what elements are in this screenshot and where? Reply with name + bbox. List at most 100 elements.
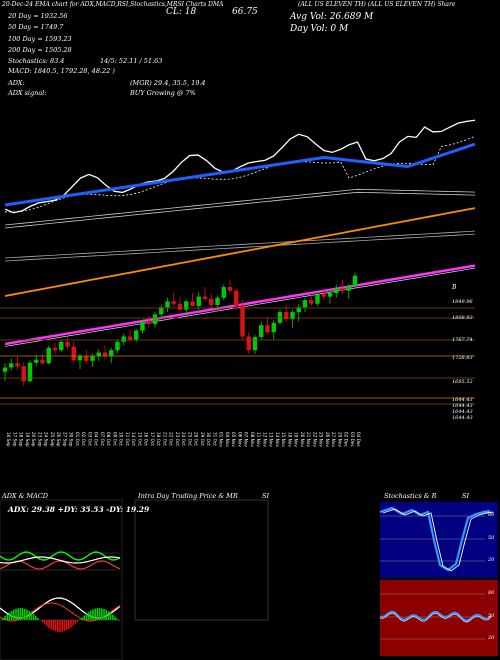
x-axis-label: 04 Oct bbox=[94, 432, 99, 446]
candle-body bbox=[277, 312, 283, 323]
price-axis-label: 1849.96 bbox=[452, 299, 473, 305]
price-level-lines bbox=[0, 307, 475, 405]
x-axis-label: 21 Oct bbox=[162, 432, 167, 446]
x-axis-label: 25 Sep bbox=[50, 432, 55, 447]
candle-body bbox=[246, 336, 251, 351]
candle-body bbox=[146, 321, 151, 324]
adx-panel-values: ADX: 29.38 +DY: 35.53 -DY: 19.29 bbox=[8, 505, 150, 514]
candle-body bbox=[352, 275, 358, 286]
x-axis-label: 21 Nov bbox=[306, 432, 311, 447]
macd-histogram-bar bbox=[107, 611, 110, 620]
ma200-line bbox=[4, 264, 476, 346]
candle-body bbox=[9, 363, 14, 368]
candle-body bbox=[315, 294, 320, 304]
macd-histogram-bar bbox=[72, 620, 74, 626]
candle-body bbox=[159, 307, 164, 315]
candle-body bbox=[152, 314, 158, 324]
buy-signal: BUY Growing @ 7% bbox=[130, 89, 196, 97]
price-axis-label: 1644.43 bbox=[452, 403, 473, 409]
macd-histogram-bar bbox=[92, 609, 94, 620]
macd-histogram-bar bbox=[103, 608, 105, 620]
adx-header-values: (MGR) 29.4, 35.5, 19.4 bbox=[130, 79, 206, 87]
x-axis-label: 26 Sep bbox=[56, 432, 61, 447]
x-axis-label: 16 Sep bbox=[6, 432, 11, 447]
macd-histogram-bar bbox=[15, 608, 17, 620]
x-axis-label: 16 Oct bbox=[144, 432, 149, 446]
price-axis-label: 1808.93 bbox=[452, 315, 473, 321]
close-label: CL: 18 bbox=[166, 7, 197, 17]
dma-100: 100 Day = 1593.23 bbox=[8, 35, 72, 43]
header-left-text: 20-Dec-24 EMA chart for ADX,MACD,RSI,Sto… bbox=[2, 1, 224, 8]
dma-20: 20 Day = 1932.56 bbox=[8, 12, 68, 20]
candle-body bbox=[327, 293, 333, 297]
candle-body bbox=[259, 325, 264, 338]
candle-body bbox=[346, 285, 351, 291]
day-volume: Day Vol: 0 M bbox=[290, 24, 349, 34]
x-axis-label: 30 Sep bbox=[69, 432, 74, 447]
macd-histogram-bar bbox=[32, 614, 35, 620]
candle-body bbox=[309, 300, 314, 304]
macd-histogram-bar bbox=[17, 608, 19, 620]
price-axis-label: 1644.43 bbox=[452, 409, 473, 415]
macd-histogram-bar bbox=[109, 612, 112, 620]
candle-body bbox=[215, 297, 220, 305]
x-axis-label: 03 Oct bbox=[87, 432, 92, 446]
candle-body bbox=[202, 296, 208, 299]
macd-histogram-bar bbox=[28, 610, 30, 620]
x-axis-label: 29 Oct bbox=[200, 432, 205, 446]
macd-histogram-bar bbox=[76, 620, 79, 622]
x-axis-label: 30 Oct bbox=[206, 432, 211, 446]
x-axis-labels: 16 Sep 17 Sep 18 Sep 19 Sep 20 Sep 23 Sep 24 S… bbox=[6, 432, 361, 447]
x-axis-label: 02 Oct bbox=[81, 432, 86, 446]
candle-body bbox=[190, 301, 195, 307]
candle-body bbox=[240, 306, 245, 337]
candle-body bbox=[40, 359, 45, 364]
macd-histogram-bar bbox=[68, 620, 70, 629]
adx-signal-label: ADX signal: bbox=[8, 89, 47, 97]
macd-histogram-bar bbox=[6, 614, 8, 620]
stoch-level-20: 20 bbox=[488, 557, 495, 563]
stochastics-value: Stochastics: 83.4 bbox=[8, 57, 65, 65]
rsi-line bbox=[379, 610, 492, 622]
x-axis-label: 20 Sep bbox=[31, 432, 36, 447]
price-axis-label: 1767.74 bbox=[452, 337, 473, 343]
x-axis-label: 11 Nov bbox=[256, 432, 261, 447]
x-axis-label: 07 Oct bbox=[100, 432, 105, 446]
x-axis-label: 25 Oct bbox=[187, 432, 192, 446]
x-axis-label: 06 Nov bbox=[237, 432, 242, 447]
x-axis-label: 23 Oct bbox=[175, 432, 180, 446]
x-axis-label: 29 Nov bbox=[337, 432, 342, 447]
x-axis-label: 26 Nov bbox=[325, 432, 330, 447]
adx-macd-panel bbox=[0, 499, 123, 660]
x-axis-label: 03 Dec bbox=[350, 432, 355, 447]
x-axis-label: 28 Oct bbox=[194, 432, 199, 446]
candle-body bbox=[15, 363, 20, 367]
stoch-panel-si: SI bbox=[462, 492, 470, 500]
ma50-line-a bbox=[4, 188, 476, 226]
x-axis-label: 22 Nov bbox=[312, 432, 317, 447]
candle-body bbox=[196, 296, 201, 307]
candle-body bbox=[209, 298, 214, 305]
macd-histogram-bar bbox=[61, 620, 63, 632]
price-axis-label: 1685.52 bbox=[452, 379, 473, 385]
candle-body bbox=[96, 352, 101, 357]
macd-histogram-bar bbox=[63, 620, 66, 632]
close-value: 66.75 bbox=[232, 7, 258, 17]
macd-histogram-bar bbox=[87, 611, 90, 620]
macd-histogram-bar bbox=[19, 608, 22, 620]
macd-histogram-bar bbox=[116, 618, 118, 620]
macd-histogram-bar bbox=[4, 616, 6, 620]
macd-histogram-bar bbox=[94, 608, 96, 620]
candle-body bbox=[221, 287, 226, 298]
ma100-line bbox=[4, 207, 476, 297]
macd-histogram-bar bbox=[52, 620, 55, 631]
x-axis-label: 20 Nov bbox=[300, 432, 305, 447]
macd-histogram-bar bbox=[37, 618, 39, 620]
x-axis-label: 07 Nov bbox=[244, 432, 249, 447]
x-axis-label: 10 Oct bbox=[119, 432, 124, 446]
x-axis-label: 14 Nov bbox=[275, 432, 280, 447]
candle-body bbox=[127, 336, 133, 340]
rsi-panel bbox=[380, 580, 498, 656]
x-axis-label: 12 Nov bbox=[262, 432, 267, 447]
x-axis-label: 11 Oct bbox=[125, 432, 130, 446]
